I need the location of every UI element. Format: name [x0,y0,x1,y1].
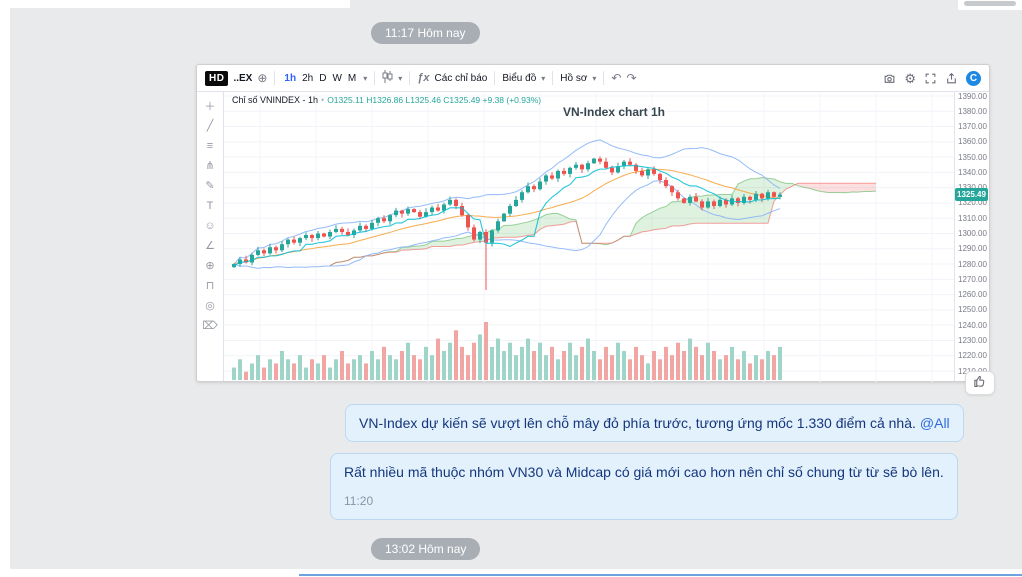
price-axis-label: 1310.00 [958,213,987,223]
legend-symbol: Chỉ số VNINDEX - 1h [232,95,319,105]
message-text: VN-Index dự kiến sẽ vượt lên chỗ mây đỏ … [359,415,916,431]
price-axis-label: 1230.00 [958,335,987,345]
price-axis[interactable]: 1390.00 1380.00 1370.00 1360.00 1350.00 1340.… [954,92,990,381]
toolbar-divider [494,71,496,85]
chat-message: Rất nhiều mã thuộc nhóm VN30 và Midcap c… [330,453,958,520]
share-icon[interactable] [945,72,958,85]
redo-button[interactable]: ↷ [626,71,637,85]
emoji-tool[interactable]: ☺ [204,219,216,232]
delete-tool[interactable]: ⌦ [202,320,218,332]
timeframe-2h[interactable]: 2h [302,72,314,84]
magnet-tool[interactable]: ⊓ [205,280,215,292]
price-axis-label: 1240.00 [958,320,987,330]
chart-menu-button[interactable]: Biểu đồ [502,72,537,84]
current-price-tag: 1325.49 [955,188,988,202]
time-divider: 13:02 Hôm nay [371,538,481,560]
price-axis-label: 1280.00 [958,259,987,269]
compare-icon[interactable]: ⊕ [257,71,268,85]
price-axis-label: 1290.00 [958,244,987,254]
page-edge-left [0,0,10,577]
candle-style-icon[interactable] [382,70,393,86]
drawing-toolbar: ＋ ╱ ≡ ⋔ ✎ T ☺ ∠ ⊕ ⊓ ◎ ⌦ [197,92,224,381]
composer-top-border [299,574,1022,576]
timeframe-1h[interactable]: 1h [284,72,297,84]
price-axis-label: 1260.00 [958,290,987,300]
chevron-down-icon[interactable]: ▾ [398,73,403,83]
zoom-tool[interactable]: ⊕ [205,260,215,272]
trendline-tool[interactable]: ╱ [206,120,214,132]
timeframe-group: 1h 2h D W M [282,73,358,84]
indicators-button[interactable]: Các chỉ báo [434,72,488,84]
chart-plot-area[interactable]: Chỉ số VNINDEX - 1h • O1325.11 H1326.86 L1… [224,92,954,382]
toolbar-right-group: ⚙ C [883,70,981,86]
like-reaction-button[interactable] [965,371,995,395]
price-axis-label: 1360.00 [958,137,987,147]
screenshot-icon[interactable] [883,72,896,85]
toolbar-divider [552,71,554,85]
fullscreen-icon[interactable] [924,72,937,85]
chat-message: VN-Index dự kiến sẽ vượt lên chỗ mây đỏ … [345,404,964,442]
toolbar-divider [409,71,411,85]
mention-all-link[interactable]: @All [919,415,950,431]
toolbar-divider [274,71,276,85]
candlestick-plot[interactable] [224,92,954,382]
chart-title-annotation: VN-Index chart 1h [562,105,666,119]
thumbs-up-icon [973,374,988,392]
hd-badge: HD [205,70,229,86]
chevron-down-icon[interactable]: ▾ [363,73,368,83]
chevron-down-icon: ▾ [592,73,597,83]
shared-chart-image[interactable]: HD ..EX ⊕ 1h 2h D W M ▾ ▾ ƒx Các chỉ báo Biể… [196,64,990,382]
visibility-tool[interactable]: ◎ [205,300,215,312]
chart-toolbar: HD ..EX ⊕ 1h 2h D W M ▾ ▾ ƒx Các chỉ báo Biể… [197,65,989,92]
measure-tool[interactable]: ∠ [205,240,215,252]
price-axis-label: 1390.00 [958,91,987,101]
legend-separator: • [321,95,325,105]
undo-button[interactable]: ↶ [611,71,622,85]
toolbar-divider [603,71,605,85]
crosshair-tool[interactable]: ＋ [204,100,216,113]
profile-menu-button[interactable]: Hồ sơ [560,72,588,84]
timeframe-W[interactable]: W [332,72,342,84]
price-axis-label: 1300.00 [958,229,987,238]
page-edge-bottom [0,569,1022,577]
chart-legend: Chỉ số VNINDEX - 1h • O1325.11 H1326.86 L1… [232,95,541,105]
scrollbar-thumb[interactable] [964,1,1016,6]
time-divider: 11:17 Hôm nay [371,22,480,44]
price-axis-label: 1220.00 [958,351,987,361]
settings-icon[interactable]: ⚙ [904,70,916,86]
message-time: 11:20 [344,494,374,508]
price-axis-label: 1270.00 [958,274,987,284]
price-axis-label: 1250.00 [958,305,987,315]
fib-tool[interactable]: ≡ [206,139,214,152]
page-edge-top [0,0,350,8]
price-axis-label: 1350.00 [958,152,987,162]
price-axis-label: 1330.00 [955,183,991,192]
timeframe-M[interactable]: M [347,72,357,84]
symbol-label[interactable]: ..EX [233,72,253,84]
message-text: Rất nhiều mã thuộc nhóm VN30 và Midcap c… [344,464,944,480]
broker-logo[interactable]: C [966,70,981,86]
text-tool[interactable]: T [206,199,214,212]
indicators-fx-icon: ƒx [417,72,430,84]
chevron-down-icon: ▾ [541,73,546,83]
price-axis-label: 1380.00 [958,106,987,116]
legend-ohlc-values: O1325.11 H1326.86 L1325.46 C1325.49 +9.3… [327,95,542,105]
pitchfork-tool[interactable]: ⋔ [205,160,215,172]
toolbar-divider [374,71,376,85]
price-axis-label: 1370.00 [958,122,987,132]
brush-tool[interactable]: ✎ [205,180,215,192]
timeframe-D[interactable]: D [319,72,327,84]
price-axis-label: 1320.00 [958,198,987,208]
price-axis-label: 1340.00 [958,167,987,177]
